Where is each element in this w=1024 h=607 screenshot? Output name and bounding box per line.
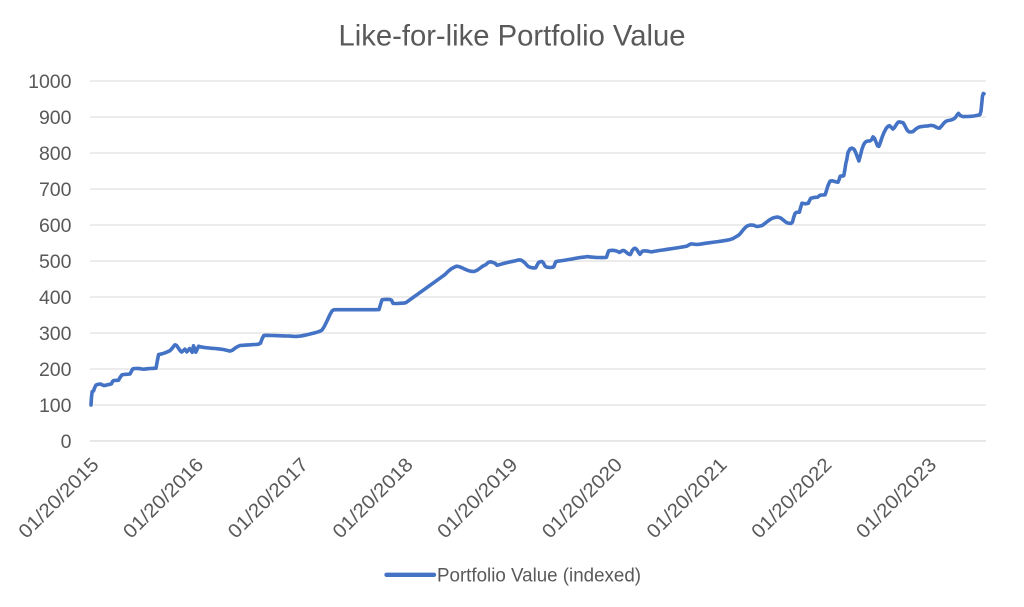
svg-text:700: 700 [39,179,72,201]
svg-text:300: 300 [39,323,72,345]
svg-text:0: 0 [61,431,72,453]
svg-text:600: 600 [39,215,72,237]
svg-text:Like-for-like Portfolio Value: Like-for-like Portfolio Value [339,20,686,53]
svg-text:1000: 1000 [28,71,72,93]
svg-text:500: 500 [39,251,72,273]
svg-text:200: 200 [39,359,72,381]
svg-text:400: 400 [39,287,72,309]
svg-text:900: 900 [39,107,72,129]
svg-text:800: 800 [39,143,72,165]
svg-text:100: 100 [39,395,72,417]
svg-text:Portfolio Value (indexed): Portfolio Value (indexed) [437,566,641,587]
